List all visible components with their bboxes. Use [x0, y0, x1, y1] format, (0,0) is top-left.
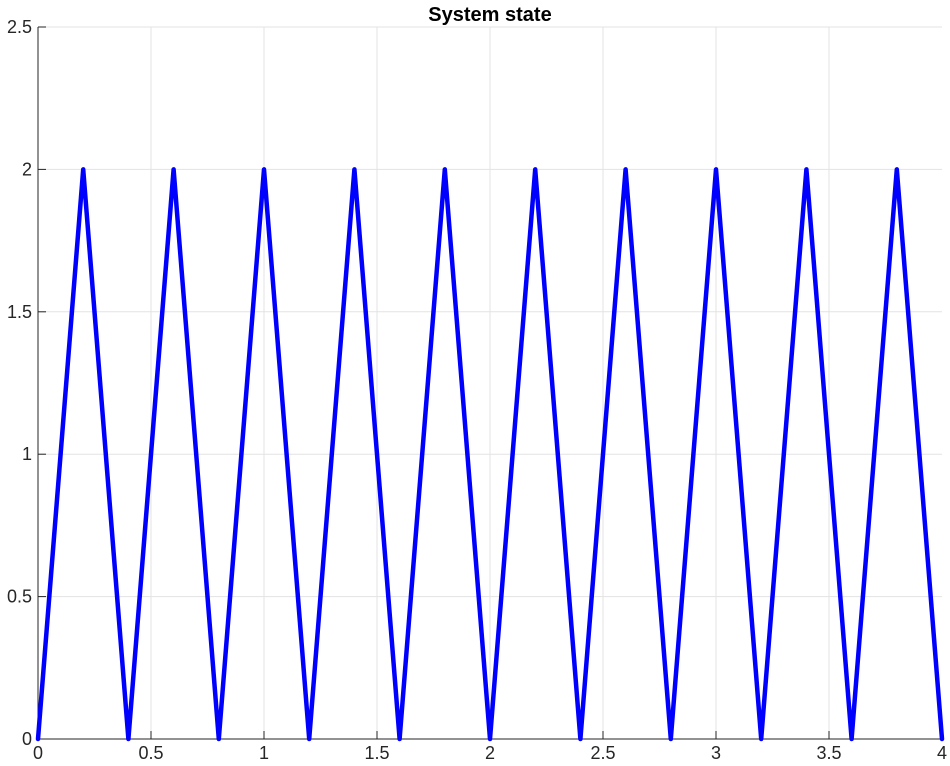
x-tick-label: 0.5 [138, 743, 163, 763]
x-tick-label: 1.5 [364, 743, 389, 763]
x-tick-label: 1 [259, 743, 269, 763]
x-tick-label: 2 [485, 743, 495, 763]
y-tick-label: 2.5 [7, 17, 32, 37]
chart-title: System state [428, 4, 551, 26]
series-line [35, 167, 945, 742]
x-tick-label: 3 [711, 743, 721, 763]
x-tick-label: 2.5 [590, 743, 615, 763]
y-tick-label: 0.5 [7, 587, 32, 607]
series-layer [35, 167, 945, 742]
grid [38, 26, 942, 739]
y-tick-label: 2 [22, 159, 32, 179]
y-tick-label: 1.5 [7, 302, 32, 322]
x-tick-label: 0 [33, 743, 43, 763]
tick-labels: 0 0.5 1 1.5 2 2.5 3 3.5 4 0 0.5 1 1.5 2 2.5 [7, 17, 947, 763]
x-tick-label: 3.5 [816, 743, 841, 763]
x-tick-label: 4 [937, 743, 947, 763]
y-tick-label: 0 [22, 729, 32, 749]
y-tick-label: 1 [22, 444, 32, 464]
